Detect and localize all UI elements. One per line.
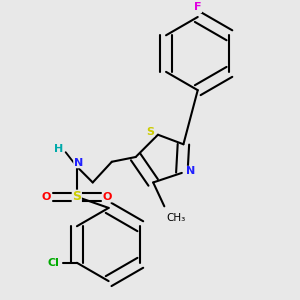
- Text: H: H: [54, 144, 63, 154]
- Text: CH₃: CH₃: [166, 213, 185, 223]
- Text: O: O: [41, 192, 51, 202]
- Text: Cl: Cl: [47, 258, 59, 268]
- Text: N: N: [186, 166, 195, 176]
- Text: O: O: [103, 192, 112, 202]
- Text: N: N: [74, 158, 83, 168]
- Text: S: S: [146, 127, 154, 136]
- Text: F: F: [194, 2, 202, 12]
- Text: S: S: [72, 190, 81, 203]
